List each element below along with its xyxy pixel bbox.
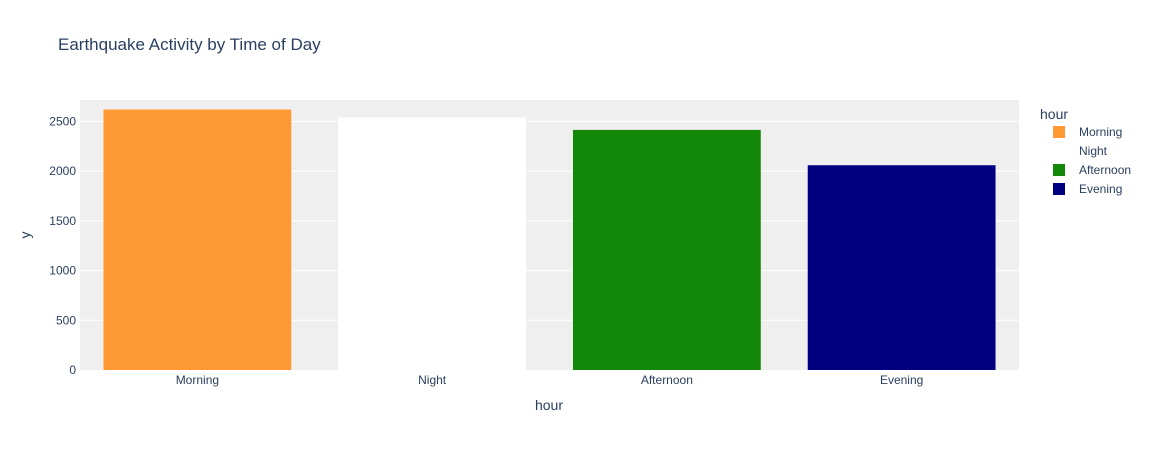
legend-item-night[interactable]: Night (1053, 144, 1108, 158)
legend-item-morning[interactable]: Morning (1053, 125, 1122, 139)
legend-label: Morning (1079, 125, 1122, 139)
legend-label: Night (1079, 144, 1108, 158)
legend-swatch (1053, 164, 1065, 176)
legend-item-evening[interactable]: Evening (1053, 182, 1122, 196)
bars (103, 109, 996, 371)
chart-title: Earthquake Activity by Time of Day (58, 35, 321, 54)
legend-label: Evening (1079, 182, 1122, 196)
legend-swatch (1053, 145, 1065, 157)
legend-item-afternoon[interactable]: Afternoon (1053, 163, 1131, 177)
bar-night (338, 117, 527, 371)
y-tick-label: 1000 (49, 264, 76, 278)
bar-afternoon (572, 129, 761, 370)
legend-label: Afternoon (1079, 163, 1131, 177)
x-tick-labels: Morning Night Afternoon Evening (176, 373, 924, 387)
y-tick-label: 0 (69, 363, 76, 377)
y-axis-label: y (17, 232, 33, 239)
x-tick-label: Afternoon (641, 373, 693, 387)
legend-swatch (1053, 126, 1065, 138)
x-tick-label: Evening (880, 373, 923, 387)
legend-title: hour (1040, 106, 1068, 122)
legend-swatch (1053, 183, 1065, 195)
y-tick-label: 2500 (49, 114, 76, 128)
bar-evening (807, 165, 996, 370)
legend: hour Morning Night Afternoon Evening (1040, 106, 1131, 196)
x-tick-label: Night (418, 373, 447, 387)
x-tick-label: Morning (176, 373, 219, 387)
y-tick-label: 500 (56, 313, 76, 327)
y-tick-labels: 0 500 1000 1500 2000 2500 (49, 114, 76, 377)
legend-items: Morning Night Afternoon Evening (1053, 125, 1131, 196)
bar-morning (103, 109, 292, 370)
y-tick-label: 1500 (49, 214, 76, 228)
x-axis-label: hour (535, 397, 563, 413)
y-tick-label: 2000 (49, 164, 76, 178)
